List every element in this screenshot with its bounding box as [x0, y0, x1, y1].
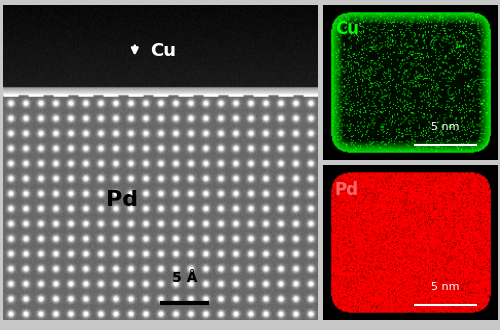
Text: 5 nm: 5 nm — [431, 122, 459, 132]
Text: Pd: Pd — [106, 190, 138, 210]
Text: Pd: Pd — [335, 181, 359, 199]
Text: Cu: Cu — [335, 20, 359, 39]
Text: Cu: Cu — [150, 42, 176, 60]
Text: 5 Å: 5 Å — [172, 272, 197, 285]
Text: 5 nm: 5 nm — [431, 282, 459, 292]
